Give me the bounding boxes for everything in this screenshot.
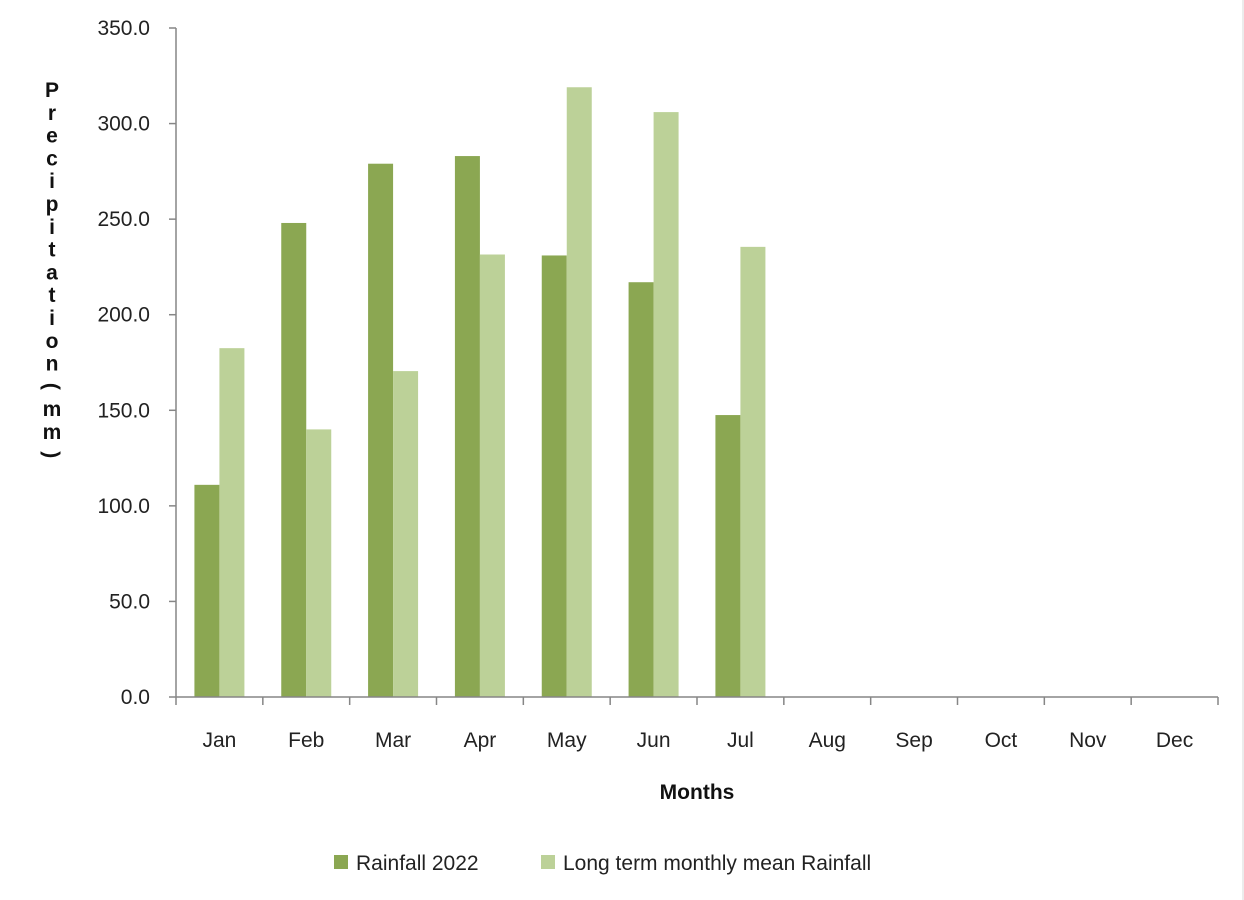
y-tick-label: 200.0 [97, 304, 150, 327]
y-tick-label: 150.0 [97, 399, 150, 422]
y-axis-title-char: r [48, 102, 56, 125]
bar-long-term-mean-jul [740, 246, 766, 697]
legend-swatch-long-term-mean [541, 855, 555, 869]
bar-rainfall-2022-may [541, 255, 567, 697]
bar-rainfall-2022-feb [281, 222, 307, 698]
y-axis-title-char: n [46, 353, 59, 376]
x-tick-label: Aug [809, 729, 846, 752]
x-tick-label: Mar [375, 729, 411, 752]
bar-rainfall-2022-jul [715, 415, 741, 697]
y-axis-title-char: t [49, 284, 56, 307]
x-tick-label: Apr [464, 729, 497, 752]
y-axis-title-char: i [49, 170, 55, 193]
bar-long-term-mean-mar [393, 371, 419, 697]
y-axis-title-char: m [43, 398, 62, 421]
y-axis-title-char: a [46, 261, 58, 284]
x-tick-label: Jan [202, 729, 236, 752]
y-axis-title-char: c [46, 147, 58, 170]
y-axis-title-char: P [45, 79, 59, 102]
bar-rainfall-2022-apr [454, 156, 480, 697]
x-tick-label: Feb [288, 729, 324, 752]
x-tick-label: Dec [1156, 729, 1193, 752]
y-tick-label: 0.0 [121, 686, 150, 709]
y-tick-label: 300.0 [97, 113, 150, 136]
legend-label-long-term-mean: Long term monthly mean Rainfall [563, 852, 871, 875]
y-ticks-group: 0.0 50.0 100.0 150.0 200.0 250.0 300.0 350.0 [97, 17, 176, 709]
x-tick-label: Jul [727, 729, 754, 752]
x-tick-label: Jun [637, 729, 671, 752]
bar-long-term-mean-jun [653, 112, 679, 698]
y-tick-label: 350.0 [97, 17, 150, 40]
y-axis-title-char: p [46, 193, 59, 216]
legend-label-rainfall-2022: Rainfall 2022 [356, 852, 479, 875]
y-axis-title-char: o [46, 330, 59, 353]
x-tick-label: Nov [1069, 729, 1107, 752]
y-axis-title-char: e [46, 125, 58, 148]
x-tick-label: May [547, 729, 587, 752]
y-axis-title-char: ( [40, 383, 63, 390]
bar-long-term-mean-feb [306, 429, 332, 697]
y-tick-label: 100.0 [97, 495, 150, 518]
x-ticks-group: Jan Feb Mar Apr May Jun Jul Aug Sep Oct Nov Dec [175, 697, 1219, 752]
y-axis-title-char: i [49, 216, 55, 239]
x-axis-title: Months [660, 781, 735, 804]
bar-long-term-mean-jan [219, 348, 245, 697]
bar-rainfall-2022-mar [368, 163, 394, 697]
bar-rainfall-2022-jun [628, 282, 654, 697]
y-axis-title-char: ) [40, 451, 63, 458]
y-axis-title-char: t [49, 239, 56, 262]
bar-long-term-mean-apr [479, 254, 505, 698]
x-tick-label: Oct [985, 729, 1018, 752]
y-tick-label: 50.0 [109, 590, 150, 613]
bar-rainfall-2022-jan [194, 484, 220, 697]
y-axis-title-char: m [43, 421, 62, 444]
bars-group [194, 87, 766, 698]
bar-long-term-mean-may [566, 87, 592, 698]
x-tick-label: Sep [895, 729, 932, 752]
legend-swatch-rainfall-2022 [334, 855, 348, 869]
y-tick-label: 250.0 [97, 208, 150, 231]
y-axis-title-char: i [49, 307, 55, 330]
legend: Rainfall 2022 Long term monthly mean Rain… [334, 852, 871, 875]
